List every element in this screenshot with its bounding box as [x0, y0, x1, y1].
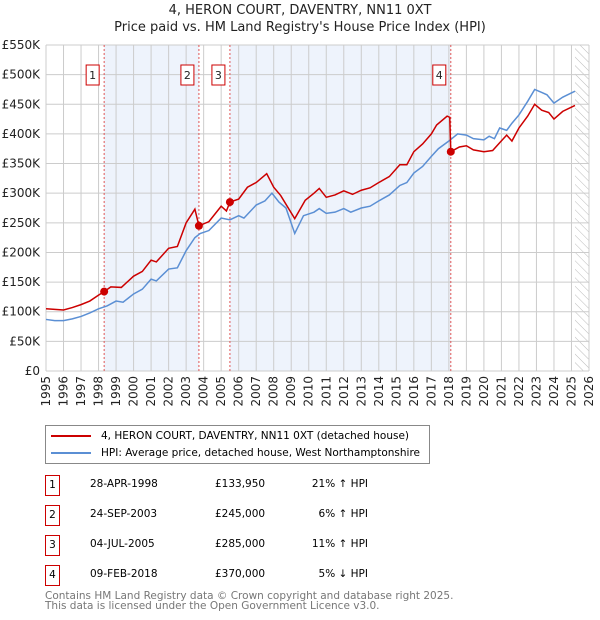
- x-tick-label: 1998: [92, 376, 106, 407]
- transaction-hpi-diff: 21% ↑ HPI: [311, 478, 368, 490]
- x-tick-label: 2025: [564, 376, 578, 407]
- x-tick-label: 2023: [529, 376, 543, 407]
- transaction-hpi-diff: 5% ↓ HPI: [318, 568, 368, 580]
- sale-point: [225, 198, 234, 207]
- legend-label-property: 4, HERON COURT, DAVENTRY, NN11 0XT (deta…: [101, 430, 410, 442]
- legend: 4, HERON COURT, DAVENTRY, NN11 0XT (deta…: [45, 425, 430, 464]
- x-tick-label: 2020: [477, 376, 491, 407]
- sale-label: 1: [89, 69, 96, 82]
- sale-label-box: [211, 64, 226, 86]
- y-tick-label: £50K: [9, 334, 41, 348]
- x-tick-label: 2026: [582, 376, 596, 407]
- x-tick-label: 2017: [424, 376, 438, 407]
- y-tick-label: £100K: [2, 305, 42, 319]
- transaction-date: 24-SEP-2003: [90, 508, 158, 520]
- x-tick-label: 2002: [162, 376, 176, 407]
- x-tick-label: 2003: [179, 376, 193, 407]
- sale-point: [446, 147, 455, 156]
- transaction-date: 28-APR-1998: [90, 478, 158, 490]
- x-tick-label: 2010: [302, 376, 316, 407]
- x-tick-label: 2006: [232, 376, 246, 407]
- footer-line-2: This data is licensed under the Open Gov…: [45, 600, 380, 612]
- x-tick-label: 2015: [389, 376, 403, 407]
- y-tick-label: £300K: [2, 186, 42, 200]
- x-tick-label: 2012: [337, 376, 351, 407]
- x-tick-label: 2013: [354, 376, 368, 407]
- forecast-hatch: [574, 45, 589, 371]
- legend-item-property: 4, HERON COURT, DAVENTRY, NN11 0XT (deta…: [51, 430, 409, 442]
- footer: Contains HM Land Registry data © Crown c…: [45, 590, 454, 612]
- transaction-price: £133,950: [215, 478, 266, 490]
- y-tick-label: £0: [25, 364, 40, 378]
- x-tick-label: 1995: [39, 376, 53, 407]
- x-tick-label: 2016: [407, 376, 421, 407]
- y-tick-label: £250K: [2, 216, 42, 230]
- chart-subtitle: Price paid vs. HM Land Registry's House …: [114, 20, 486, 35]
- transaction-hpi-diff: 11% ↑ HPI: [311, 538, 368, 550]
- y-tick-label: £400K: [2, 127, 42, 141]
- sale-label: 3: [215, 69, 222, 82]
- transaction-date: 04-JUL-2005: [90, 538, 155, 550]
- chart-title: 4, HERON COURT, DAVENTRY, NN11 0XT: [168, 3, 432, 18]
- sale-label: 4: [436, 69, 443, 82]
- transaction-marker: 4: [45, 565, 60, 586]
- x-tick-label: 2018: [442, 376, 456, 407]
- legend-swatch-blue: [51, 452, 91, 454]
- transaction-date: 09-FEB-2018: [90, 568, 158, 580]
- x-tick-label: 2011: [319, 376, 333, 407]
- x-tick-label: 2000: [127, 376, 141, 407]
- x-tick-label: 2009: [284, 376, 298, 407]
- legend-label-hpi: HPI: Average price, detached house, West…: [101, 447, 420, 459]
- x-tick-label: 2001: [144, 376, 158, 407]
- x-tick-label: 2005: [214, 376, 228, 407]
- footer-line-1: Contains HM Land Registry data © Crown c…: [45, 590, 454, 602]
- sale-label-box: [180, 64, 195, 86]
- transaction-hpi-diff: 6% ↑ HPI: [318, 508, 368, 520]
- sale-label: 2: [184, 69, 191, 82]
- x-tick-label: 2022: [512, 376, 526, 407]
- legend-item-hpi: HPI: Average price, detached house, West…: [51, 447, 420, 459]
- transaction-marker: 3: [45, 535, 60, 556]
- x-tick-label: 2019: [459, 376, 473, 407]
- transaction-marker: 1: [45, 475, 60, 496]
- y-tick-label: £350K: [2, 157, 42, 171]
- x-tick-label: 1997: [74, 376, 88, 407]
- y-tick-label: £200K: [2, 245, 42, 259]
- sale-label-box: [432, 64, 447, 86]
- x-tick-label: 2014: [372, 376, 386, 407]
- y-tick-label: £500K: [2, 68, 42, 82]
- sale-point: [100, 287, 109, 296]
- transaction-price: £285,000: [215, 538, 266, 550]
- transaction-marker: 2: [45, 505, 60, 526]
- x-tick-label: 2004: [197, 376, 211, 407]
- x-tick-label: 1999: [109, 376, 123, 407]
- price-paid-line: [45, 103, 576, 311]
- y-tick-label: £450K: [2, 97, 42, 111]
- legend-swatch-red: [51, 435, 91, 437]
- shaded-range: [229, 45, 451, 371]
- sale-label-box: [85, 64, 100, 86]
- hpi-line: [45, 88, 576, 322]
- sale-point: [194, 221, 203, 230]
- x-tick-label: 1996: [57, 376, 71, 407]
- x-tick-label: 2021: [494, 376, 508, 407]
- x-tick-label: 2008: [267, 376, 281, 407]
- transaction-price: £370,000: [215, 568, 266, 580]
- x-tick-label: 2024: [547, 376, 561, 407]
- transaction-price: £245,000: [215, 508, 266, 520]
- y-tick-label: £550K: [2, 38, 42, 52]
- x-tick-label: 2007: [249, 376, 263, 407]
- y-tick-label: £150K: [2, 275, 42, 289]
- price-chart: £0 £50K £100K £150K £200K £250K £300K £350K £400…: [2, 38, 596, 407]
